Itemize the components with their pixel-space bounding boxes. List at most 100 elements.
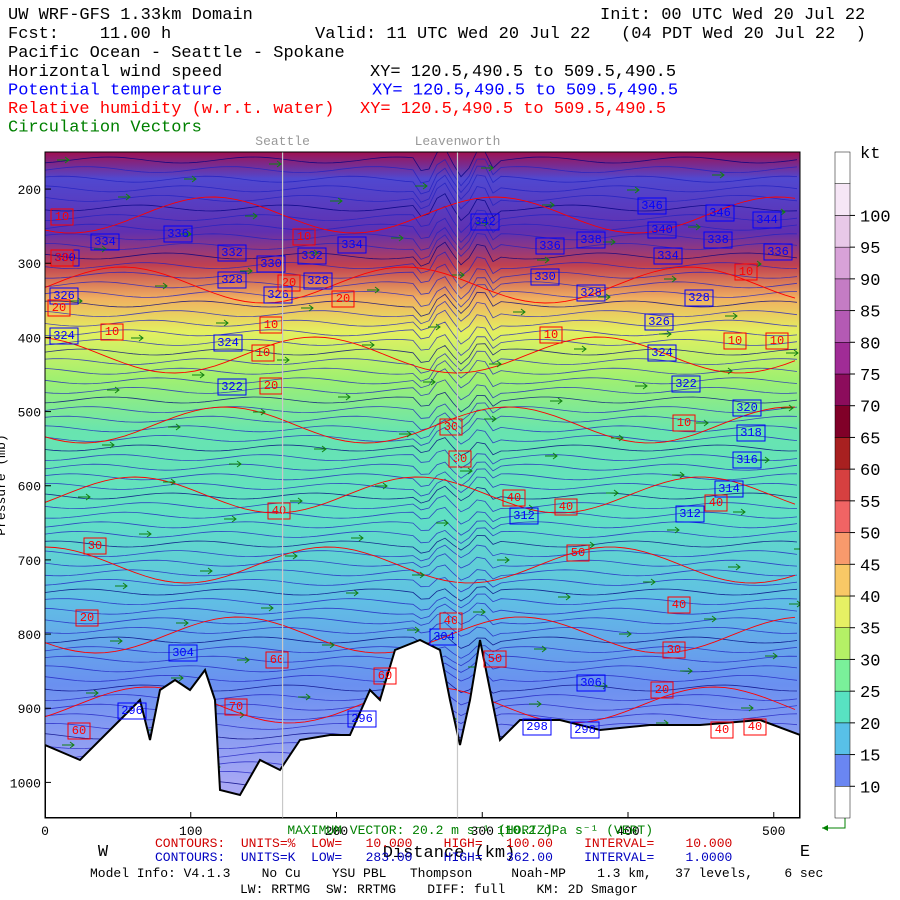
y-tick-label: 700	[18, 554, 41, 569]
theta-contour	[45, 507, 798, 525]
contour-label-box	[650, 681, 674, 699]
theta-contour	[45, 334, 798, 356]
contour-label-box	[267, 502, 291, 520]
circulation-vector	[70, 297, 83, 305]
circulation-vector	[696, 419, 709, 427]
contour-label-box	[732, 399, 762, 417]
circulation-vector	[627, 186, 640, 194]
circulation-vector	[330, 197, 343, 205]
circulation-vector	[725, 312, 738, 320]
theta-contour	[45, 300, 798, 325]
colorbar-box	[834, 754, 851, 787]
contour-label-box	[752, 211, 782, 229]
circulation-vector	[367, 286, 380, 294]
circulation-vector	[757, 456, 770, 464]
rh-contour	[45, 546, 796, 584]
contour-label-box	[337, 236, 367, 254]
colorbar-label: 35	[860, 621, 880, 640]
circulation-vector	[298, 693, 311, 701]
circulation-vector	[301, 304, 314, 312]
max-vector-horizontal: MAXIMUM VECTOR: 20.2 m s⁻¹ (HORIZ)	[287, 823, 552, 838]
circulation-vector	[606, 489, 619, 497]
colorbar-box	[834, 468, 851, 502]
field-name: Potential temperature	[8, 82, 222, 101]
colorbar-label: 40	[860, 589, 880, 608]
contour-label-box	[483, 650, 507, 668]
contour-label-box	[662, 641, 686, 659]
circulation-vector	[489, 360, 502, 368]
rh-contour	[45, 336, 796, 374]
contour-label: 10	[677, 416, 691, 430]
circulation-vector	[423, 378, 436, 386]
y-tick-label: 200	[18, 183, 41, 198]
colorbar-unit: kt	[860, 145, 880, 164]
contour-label: 10	[256, 346, 270, 360]
contour-label-box	[672, 414, 696, 432]
circulation-vector	[139, 530, 152, 538]
theta-contour	[45, 437, 798, 457]
colorbar-label: 55	[860, 494, 880, 513]
contour-label-box	[530, 268, 560, 286]
contour-label-box	[671, 375, 701, 393]
contour-label: 10	[544, 328, 558, 342]
contour-label: 60	[378, 669, 392, 683]
contour-label: 10	[105, 325, 119, 339]
contour-label: 20	[655, 683, 669, 697]
forecast-hour: Fcst: 11.00 h	[8, 25, 171, 44]
colorbar-box	[834, 690, 851, 724]
contour-label: 40	[272, 504, 286, 518]
contour-label: 330	[534, 270, 556, 284]
circulation-vector	[484, 415, 497, 423]
contour-label: 40	[709, 496, 723, 510]
colorbar-box	[834, 627, 851, 660]
theta-contour	[45, 276, 798, 300]
x-tick-label: 200	[325, 824, 348, 839]
contour-label-box	[644, 313, 674, 331]
contour-label: 70	[229, 700, 243, 714]
circulation-vector	[245, 212, 258, 220]
circulation-vector	[436, 519, 449, 527]
x-tick-label: 500	[762, 824, 785, 839]
contour-label: 20	[80, 611, 94, 625]
contour-label: 20	[264, 379, 278, 393]
circulation-vector	[728, 563, 741, 571]
contour-label: 340	[651, 223, 673, 237]
circulation-vector	[545, 452, 558, 460]
contour-label: 10	[55, 210, 69, 224]
y-tick-label: 600	[18, 480, 41, 495]
contour-label-box	[297, 247, 327, 265]
circulation-vector	[285, 552, 298, 560]
circulation-vector	[62, 741, 75, 749]
contour-label-box	[637, 197, 667, 215]
contour-label: 10	[297, 230, 311, 244]
circulation-vector	[643, 578, 656, 586]
circulation-vector	[704, 615, 717, 623]
circulation-vector	[224, 515, 237, 523]
colorbar-label: 85	[860, 304, 880, 323]
theta-contour	[45, 402, 798, 422]
contour-label: 50	[571, 546, 585, 560]
contour-label-box	[470, 213, 500, 231]
overlay: 346 346 344 342 340 334 336 332 332 334 336 338 338 3…	[10, 134, 801, 839]
colorbar-label: 100	[860, 208, 891, 227]
circulation-vector	[765, 652, 778, 660]
location-label: Leavenworth	[415, 134, 501, 149]
contour-label: 298	[574, 723, 596, 737]
y-tick-label: 800	[18, 628, 41, 643]
theta-contour	[45, 461, 798, 479]
field-xy: XY= 120.5,490.5 to 509.5,490.5	[360, 100, 666, 119]
y-tick-label: 500	[18, 406, 41, 421]
contour-label: 338	[580, 233, 602, 247]
theta-contour	[45, 449, 798, 469]
title: UW WRF-GFS 1.33km Domain	[8, 6, 253, 25]
contour-label: 30	[453, 452, 467, 466]
contour-label-box	[303, 272, 333, 290]
circulation-vector	[794, 548, 800, 550]
theta-contour	[45, 495, 798, 513]
contour-label: 324	[217, 336, 239, 350]
contour-label-box	[576, 284, 606, 302]
theta-contour	[45, 241, 798, 267]
circulation-vector	[460, 467, 473, 475]
theta-contour	[45, 553, 798, 569]
